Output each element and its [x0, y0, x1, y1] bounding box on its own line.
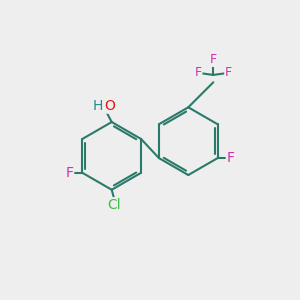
Text: F: F [210, 53, 217, 66]
Text: H: H [93, 99, 104, 113]
Text: Cl: Cl [107, 198, 121, 212]
Text: O: O [104, 99, 115, 113]
Text: F: F [227, 151, 235, 165]
Text: F: F [65, 166, 73, 180]
Text: F: F [194, 66, 202, 80]
Text: F: F [225, 66, 232, 80]
